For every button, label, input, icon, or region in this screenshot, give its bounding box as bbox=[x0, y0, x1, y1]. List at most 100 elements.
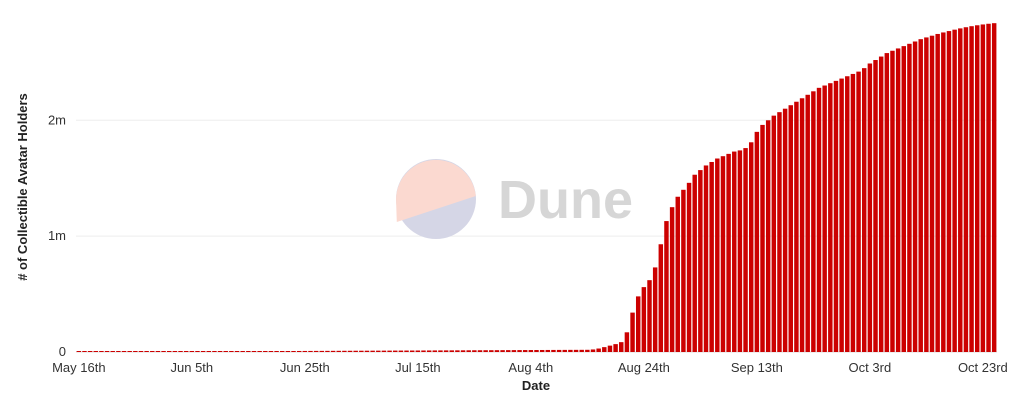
bar bbox=[133, 351, 138, 352]
bar bbox=[777, 112, 782, 352]
bar bbox=[833, 80, 839, 353]
bar bbox=[534, 350, 539, 352]
bar bbox=[912, 41, 918, 352]
bar bbox=[144, 351, 149, 352]
bar bbox=[715, 158, 720, 352]
bar bbox=[613, 344, 618, 352]
bar bbox=[240, 351, 245, 352]
bar bbox=[748, 142, 754, 352]
bar bbox=[150, 351, 155, 352]
bar bbox=[522, 350, 528, 352]
bar bbox=[839, 78, 844, 352]
bar bbox=[958, 28, 963, 352]
bar bbox=[884, 53, 890, 352]
bar bbox=[127, 351, 132, 352]
y-tick-label: 0 bbox=[59, 344, 66, 359]
bar bbox=[460, 350, 466, 352]
bar bbox=[658, 244, 664, 352]
bar bbox=[313, 350, 319, 352]
bar bbox=[590, 349, 596, 352]
bar bbox=[398, 350, 404, 352]
x-tick-label: Aug 4th bbox=[508, 360, 553, 375]
bar bbox=[443, 350, 449, 352]
bar bbox=[828, 83, 833, 352]
bar bbox=[732, 151, 737, 352]
bar bbox=[76, 351, 82, 352]
bar bbox=[393, 350, 398, 352]
bar bbox=[409, 350, 415, 352]
bar bbox=[901, 46, 906, 352]
bar bbox=[87, 351, 93, 352]
bar bbox=[466, 350, 471, 352]
y-axis-ticks: 0 1m 2m bbox=[48, 112, 66, 359]
bar bbox=[816, 87, 822, 353]
bar bbox=[895, 48, 901, 353]
bar bbox=[308, 350, 313, 352]
bar bbox=[347, 350, 353, 352]
bar bbox=[986, 23, 991, 353]
bar bbox=[652, 267, 658, 352]
bar bbox=[432, 350, 438, 352]
bar bbox=[336, 350, 341, 352]
bar bbox=[664, 221, 669, 352]
bar bbox=[528, 350, 534, 352]
bar bbox=[675, 196, 680, 352]
x-tick-label: May 16th bbox=[52, 360, 105, 375]
bar bbox=[703, 165, 709, 352]
x-axis-title: Date bbox=[522, 378, 550, 393]
bar bbox=[635, 296, 641, 352]
bar bbox=[782, 108, 788, 352]
bar bbox=[302, 350, 308, 352]
bar bbox=[760, 124, 765, 353]
bar bbox=[511, 350, 517, 352]
bar bbox=[370, 350, 375, 352]
bar bbox=[935, 33, 940, 353]
bar bbox=[929, 35, 935, 352]
bar bbox=[720, 156, 726, 352]
bar bbox=[867, 63, 873, 352]
bar bbox=[330, 350, 336, 352]
bar bbox=[737, 150, 743, 352]
bar bbox=[477, 350, 483, 352]
x-tick-label: Oct 23rd bbox=[958, 360, 1008, 375]
bar bbox=[172, 351, 178, 352]
bar bbox=[455, 350, 460, 352]
y-tick-label: 1m bbox=[48, 228, 66, 243]
bar bbox=[556, 349, 562, 352]
bar bbox=[387, 350, 392, 352]
bar bbox=[325, 350, 330, 352]
bar bbox=[274, 351, 279, 352]
bar bbox=[104, 351, 110, 352]
bar bbox=[568, 349, 573, 352]
bar bbox=[754, 131, 760, 352]
bar bbox=[183, 351, 189, 352]
watermark: Dune bbox=[396, 159, 633, 239]
bar bbox=[861, 68, 867, 352]
bar bbox=[217, 351, 223, 352]
bar bbox=[647, 280, 652, 352]
bar bbox=[686, 182, 692, 352]
x-tick-label: Oct 3rd bbox=[849, 360, 892, 375]
bar bbox=[404, 350, 409, 352]
bar bbox=[743, 148, 748, 352]
x-tick-label: Jul 15th bbox=[395, 360, 441, 375]
bar bbox=[805, 94, 810, 353]
bar bbox=[121, 351, 127, 352]
bar bbox=[353, 350, 358, 352]
bar bbox=[545, 349, 551, 352]
bar bbox=[82, 351, 87, 352]
bar bbox=[517, 350, 522, 352]
bar bbox=[483, 350, 488, 352]
bar bbox=[845, 76, 850, 352]
bar bbox=[619, 342, 624, 352]
bar bbox=[607, 345, 613, 352]
bar bbox=[376, 350, 381, 352]
bar bbox=[698, 170, 703, 352]
bar bbox=[494, 350, 500, 352]
bar bbox=[850, 73, 856, 353]
bar bbox=[726, 153, 731, 352]
bar bbox=[669, 207, 675, 352]
bar bbox=[794, 101, 799, 352]
bar bbox=[771, 115, 777, 352]
bar bbox=[562, 349, 567, 352]
